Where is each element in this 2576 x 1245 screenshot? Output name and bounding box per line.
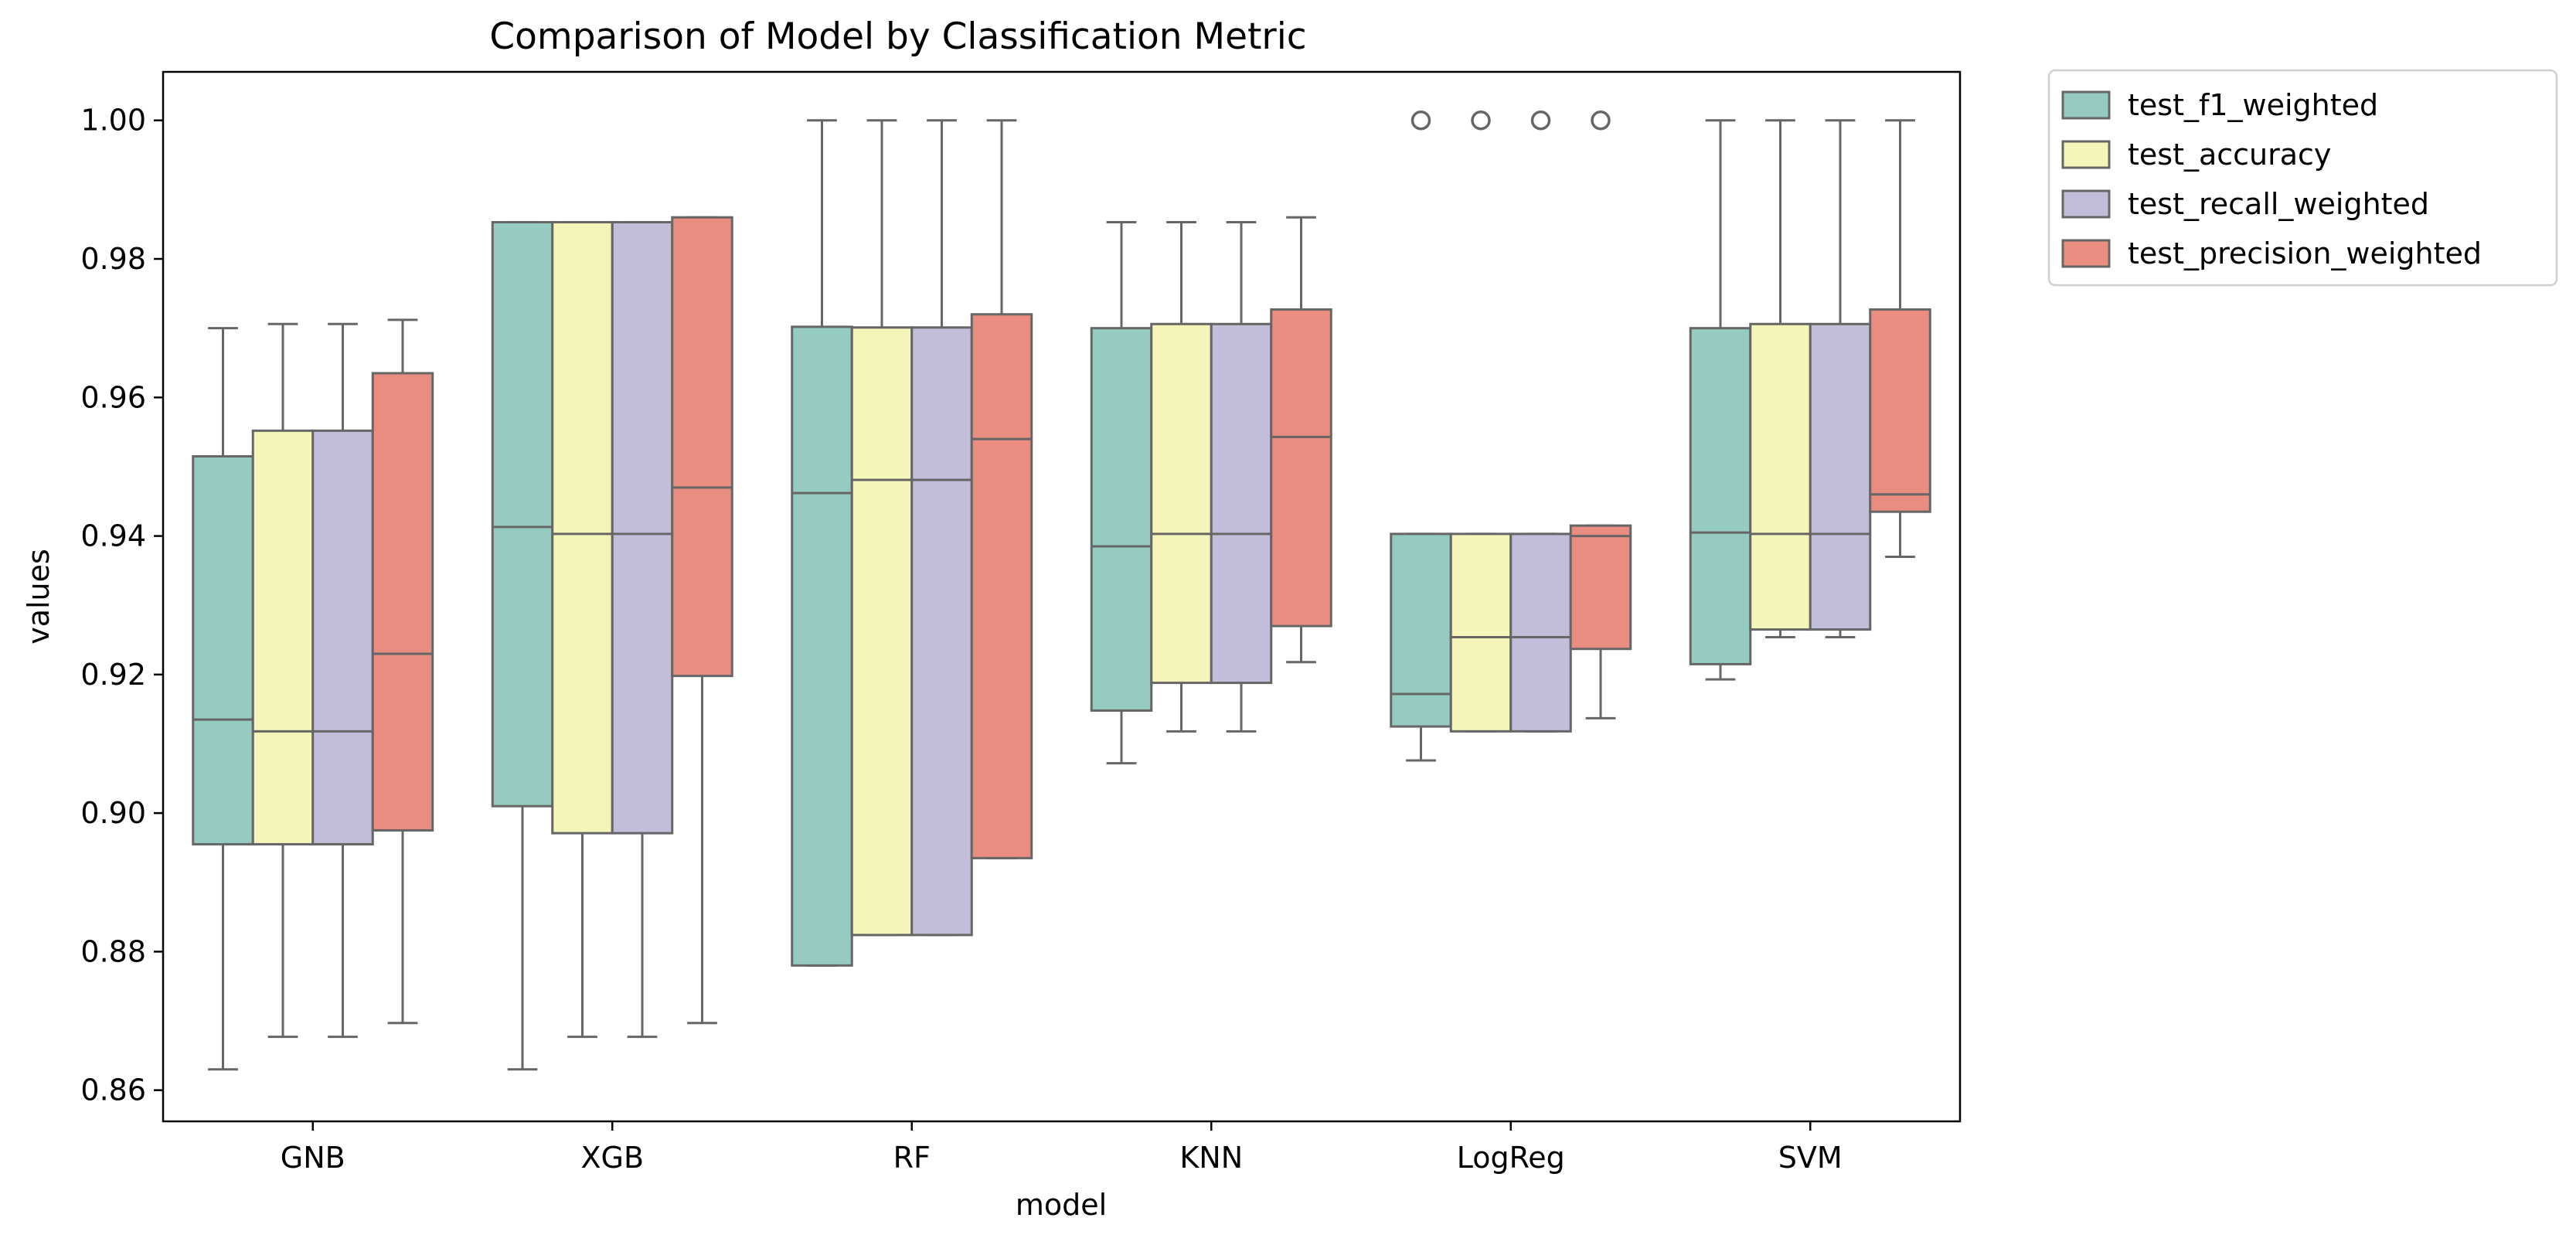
box xyxy=(251,429,315,845)
box-group xyxy=(491,221,554,1071)
x-tick-label: GNB xyxy=(281,1141,345,1175)
legend: test_f1_weighted test_accuracy test_recall… xyxy=(2047,69,2558,287)
box-group xyxy=(791,119,853,967)
box-group xyxy=(1869,119,1931,558)
y-tick-label: 0.96 xyxy=(80,380,146,414)
x-tick-label: SVM xyxy=(1778,1141,1843,1175)
y-axis-label: values xyxy=(22,549,56,645)
box xyxy=(192,454,254,845)
y-tick-label: 0.90 xyxy=(80,796,146,830)
box xyxy=(1749,322,1812,631)
x-tick-label: XGB xyxy=(580,1141,644,1175)
box xyxy=(671,216,733,678)
outlier-point xyxy=(1530,110,1551,131)
y-tick-label: 0.92 xyxy=(80,658,146,692)
legend-frame xyxy=(2047,69,2558,287)
box xyxy=(1509,532,1572,733)
legend-label: test_recall_weighted xyxy=(2128,187,2429,221)
box-group xyxy=(850,119,914,937)
boxes-layer xyxy=(192,110,1931,1071)
box-group xyxy=(1449,110,1513,733)
box xyxy=(1150,322,1213,685)
legend-label: test_accuracy xyxy=(2128,138,2331,172)
outlier-point xyxy=(1411,110,1431,131)
y-tick-label: 1.00 xyxy=(80,104,146,138)
x-tick-label: RF xyxy=(893,1141,931,1175)
box-group xyxy=(1090,221,1153,765)
box-group xyxy=(1390,110,1452,762)
legend-label: test_f1_weighted xyxy=(2128,88,2378,122)
plot-area-frame xyxy=(162,70,1962,1123)
box xyxy=(1449,532,1513,733)
legend-swatch xyxy=(2061,239,2111,268)
box xyxy=(311,429,374,845)
box xyxy=(1210,322,1273,685)
box xyxy=(1090,327,1153,712)
box-group xyxy=(1270,216,1332,664)
box xyxy=(611,221,674,835)
box-group xyxy=(910,119,973,937)
chart-title: Comparison of Model by Classification Me… xyxy=(489,15,1306,58)
box-group xyxy=(311,322,374,1039)
x-tick-label: LogReg xyxy=(1457,1141,1565,1175)
x-tick-label: KNN xyxy=(1179,1141,1243,1175)
y-tick-label: 0.94 xyxy=(80,519,146,553)
box-group xyxy=(251,322,315,1039)
box xyxy=(1270,308,1332,628)
box-group xyxy=(970,119,1033,859)
box-group xyxy=(671,216,733,1025)
outlier-point xyxy=(1591,110,1611,131)
box xyxy=(1869,308,1931,513)
box-group xyxy=(1749,119,1812,638)
box-group xyxy=(1809,119,1872,638)
box xyxy=(1809,322,1872,631)
box xyxy=(491,221,554,808)
outlier-point xyxy=(1471,110,1491,131)
box-group xyxy=(551,221,614,1039)
ticks-layer: 0.86 0.88 0.90 0.92 0.94 0.96 0.98 1.00 GNB XGB RF… xyxy=(80,104,1842,1175)
x-axis-label: model xyxy=(1016,1188,1107,1222)
box xyxy=(1569,524,1632,651)
box-group xyxy=(371,318,434,1025)
box-group xyxy=(1150,221,1213,733)
box xyxy=(1390,532,1452,728)
y-tick-label: 0.88 xyxy=(80,934,146,968)
legend-swatch xyxy=(2061,189,2111,219)
box xyxy=(850,326,914,937)
box xyxy=(371,372,434,832)
legend-label: test_precision_weighted xyxy=(2128,236,2482,270)
box xyxy=(910,326,973,937)
legend-swatch xyxy=(2061,140,2111,169)
y-tick-label: 0.98 xyxy=(80,242,146,276)
box-group xyxy=(192,327,254,1071)
box xyxy=(1689,327,1752,665)
box xyxy=(551,221,614,835)
legend-swatch xyxy=(2061,90,2111,120)
box-group xyxy=(1689,119,1752,681)
box xyxy=(791,325,853,967)
box xyxy=(970,313,1033,859)
box-group xyxy=(1210,221,1273,733)
box-group xyxy=(611,221,674,1039)
y-tick-label: 0.86 xyxy=(80,1073,146,1107)
box-group xyxy=(1509,110,1572,733)
box-group xyxy=(1569,110,1632,719)
